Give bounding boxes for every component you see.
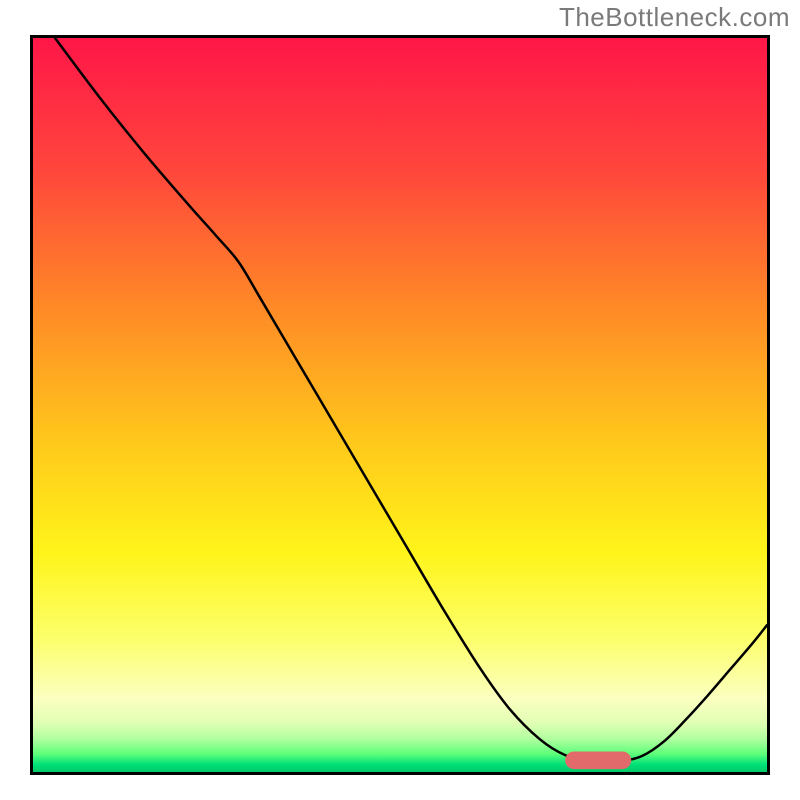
bottleneck-curve-chart — [30, 35, 770, 775]
chart-background — [33, 38, 767, 772]
chart-svg — [30, 35, 770, 775]
optimal-range-marker — [565, 751, 631, 769]
watermark-text: TheBottleneck.com — [559, 2, 790, 33]
chart-frame: TheBottleneck.com — [0, 0, 800, 800]
